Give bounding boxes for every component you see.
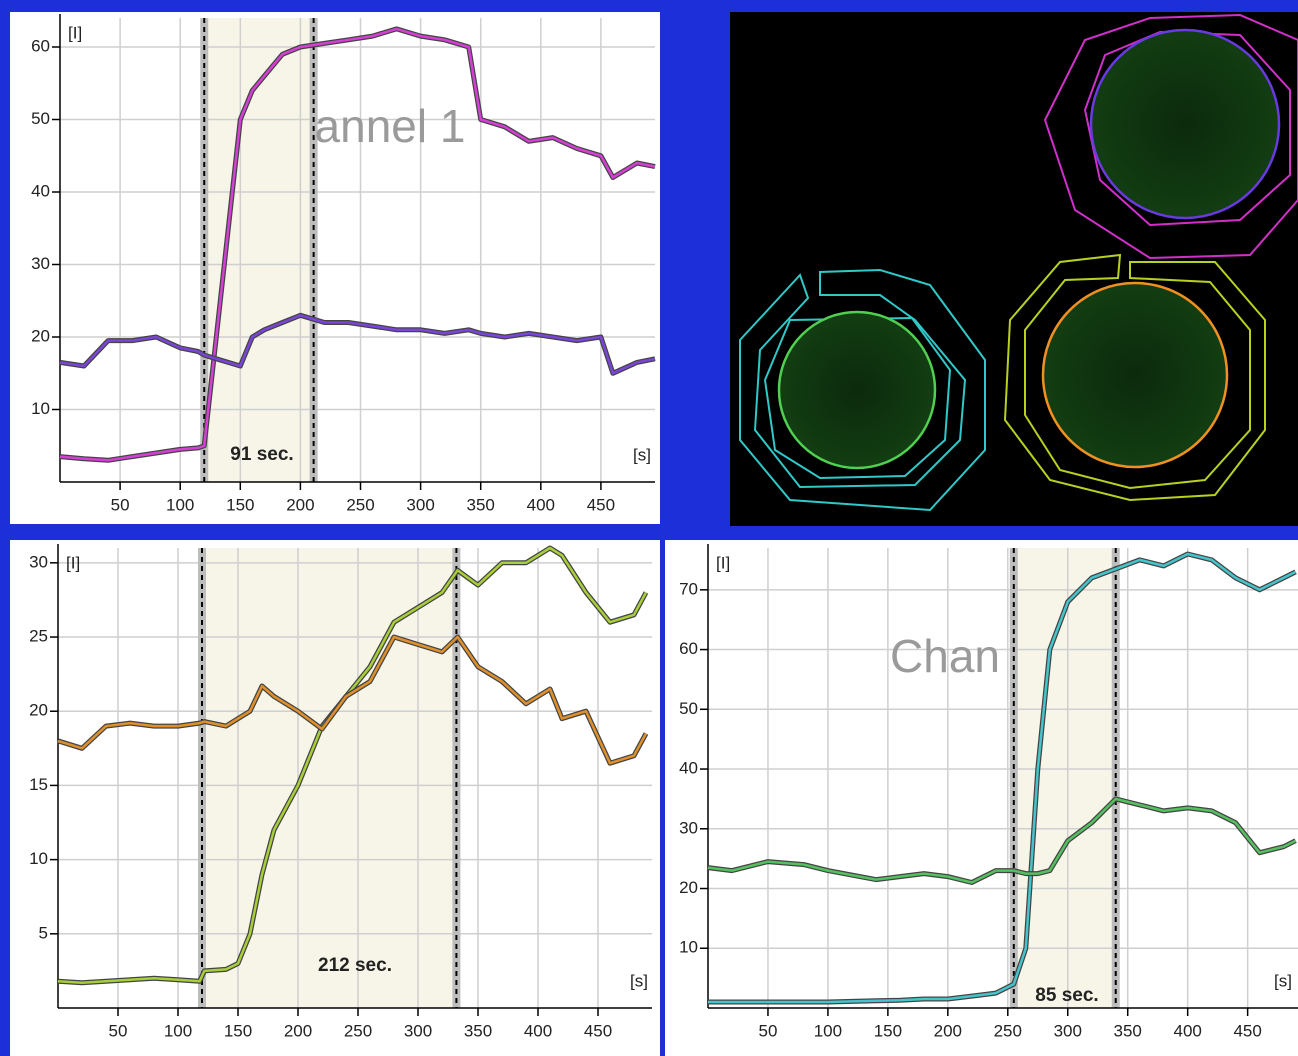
roi-cell: [777, 310, 937, 470]
x-tick-label: 150: [874, 1021, 902, 1040]
y-tick-label: 25: [29, 627, 48, 646]
x-tick-label: 350: [1114, 1021, 1142, 1040]
series-line: [57, 635, 648, 765]
series-line: [59, 314, 656, 375]
interval-band: [204, 18, 314, 482]
y-tick-label: 70: [679, 579, 698, 598]
chart: 50 100 150 200 250 300 350 400 450 10 20 30 40 50 60 [I…: [10, 12, 660, 524]
x-axis-label: [s]: [630, 971, 648, 990]
y-tick-label: 50: [679, 699, 698, 718]
annotation: 85 sec.: [1035, 985, 1098, 1006]
x-tick-label: 400: [524, 1021, 552, 1040]
chart-panel: [10, 12, 660, 524]
y-tick-label: 60: [679, 639, 698, 658]
x-tick-label: 250: [346, 495, 374, 514]
x-tick-label: 50: [109, 1021, 128, 1040]
y-axis-label: [I]: [716, 553, 730, 572]
series-line: [707, 797, 1297, 884]
x-axis-label: [s]: [633, 445, 651, 464]
x-tick-label: 450: [587, 495, 615, 514]
roi-cell: [1041, 281, 1229, 469]
chart: 50 100 150 200 250 300 350 400 450 5 10 15 20 25 30 [I]…: [10, 540, 660, 1056]
x-tick-label: 300: [1054, 1021, 1082, 1040]
y-tick-label: 30: [29, 552, 48, 571]
x-tick-label: 100: [166, 495, 194, 514]
y-axis-label: [I]: [68, 23, 82, 42]
x-tick-label: 50: [111, 495, 130, 514]
y-tick-label: 40: [31, 181, 50, 200]
x-tick-label: 100: [814, 1021, 842, 1040]
x-tick-label: 50: [758, 1021, 777, 1040]
y-tick-label: 15: [29, 775, 48, 794]
chart-panel: [665, 540, 1298, 1056]
x-tick-label: 200: [286, 495, 314, 514]
band-edge: [200, 18, 209, 482]
y-tick-label: 30: [31, 254, 50, 273]
x-tick-label: 350: [464, 1021, 492, 1040]
x-tick-label: 450: [1233, 1021, 1261, 1040]
x-tick-label: 250: [994, 1021, 1022, 1040]
y-tick-label: 30: [679, 818, 698, 837]
x-tick-label: 150: [226, 495, 254, 514]
x-tick-label: 100: [164, 1021, 192, 1040]
x-tick-label: 450: [584, 1021, 612, 1040]
y-tick-label: 50: [31, 109, 50, 128]
y-tick-label: 20: [29, 701, 48, 720]
y-tick-label: 5: [39, 923, 48, 942]
y-tick-label: 40: [679, 759, 698, 778]
x-tick-label: 400: [527, 495, 555, 514]
roi-outer: [739, 268, 986, 512]
microscopy-image: [730, 12, 1298, 526]
x-tick-label: 350: [467, 495, 495, 514]
x-tick-label: 150: [224, 1021, 252, 1040]
x-axis-label: [s]: [1274, 971, 1292, 990]
x-tick-label: 250: [344, 1021, 372, 1040]
x-tick-label: 200: [934, 1021, 962, 1040]
y-tick-label: 20: [679, 878, 698, 897]
roi-cell: [1089, 28, 1281, 220]
interval-band: [202, 548, 457, 1008]
y-axis-label: [I]: [66, 553, 80, 572]
y-tick-label: 10: [29, 849, 48, 868]
annotation: Chan: [890, 630, 1000, 682]
chart: 50 100 150 200 250 300 350 400 450 10 20 30 40 50 60 70…: [665, 540, 1298, 1056]
series-line: [59, 27, 656, 462]
series-line: [708, 552, 1297, 1004]
y-tick-label: 20: [31, 326, 50, 345]
x-tick-label: 200: [284, 1021, 312, 1040]
band-edge: [309, 18, 318, 482]
roi-outer: [1043, 13, 1298, 260]
x-tick-label: 300: [406, 495, 434, 514]
annotation: 212 sec.: [318, 955, 392, 976]
annotation: 91 sec.: [230, 444, 293, 465]
y-tick-label: 60: [31, 36, 50, 55]
x-tick-label: 400: [1173, 1021, 1201, 1040]
y-tick-label: 10: [31, 399, 50, 418]
roi-outer: [1003, 253, 1266, 502]
x-tick-label: 300: [404, 1021, 432, 1040]
interval-band: [1013, 548, 1116, 1008]
roi-ring: [763, 316, 952, 480]
annotation: annel 1: [315, 100, 466, 152]
y-tick-label: 10: [679, 938, 698, 957]
